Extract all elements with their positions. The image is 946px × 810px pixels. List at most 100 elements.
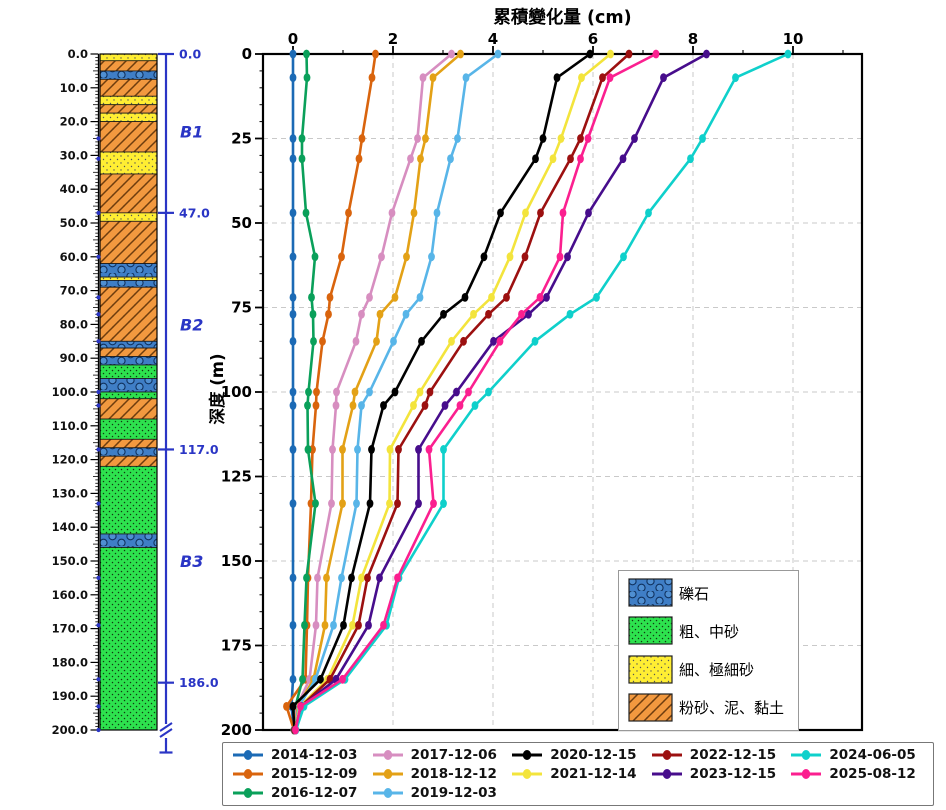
legend-marker-2025-08-12 [791, 768, 822, 779]
date-legend-item-2023-12-15: 2023-12-15 [650, 765, 786, 784]
borehole-depth-tick-label: 200.0 [52, 723, 88, 737]
anchor-line: 0.0 47.0 117.0 186.0 B1 B2 B3 [158, 47, 219, 754]
x-tick-label: 6 [588, 30, 598, 48]
borehole-depth-tick-label: 20.0 [60, 115, 88, 129]
date-legend-label: 2016-12-07 [271, 784, 358, 801]
sensor-depth-dot [96, 339, 101, 344]
borehole-depth-tick-label: 190.0 [52, 689, 88, 703]
borehole-depth-ruler: 0.0 10.0 20.0 30.0 40.0 50.0 60.0 70.0 80.0 90.0 1… [52, 47, 100, 737]
anchor-label: 186.0 [179, 675, 219, 690]
date-legend: 2014-12-03 2015-12-09 2016-12-07 2017-12-06… [222, 742, 934, 806]
layer-fine [99, 112, 158, 123]
sensor-depth-dot [96, 156, 101, 161]
anchor-label: 47.0 [179, 205, 210, 220]
sensor-depth-dot [96, 210, 101, 215]
lithology-legend-item-silt: 粉砂、泥、黏土 [628, 693, 789, 723]
layer-gravel [99, 280, 158, 288]
sensor-depth-dot [96, 704, 101, 709]
layer-coarse [99, 418, 158, 440]
date-legend-label: 2022-12-15 [689, 747, 777, 764]
borehole-depth-tick-label: 90.0 [60, 351, 88, 365]
layer-gravel [99, 356, 158, 366]
legend-marker-2017-12-06 [372, 750, 403, 761]
borehole-depth-tick-label: 130.0 [52, 486, 88, 500]
legend-marker-2020-12-15 [512, 750, 543, 761]
section-label-B1: B1 [180, 123, 203, 142]
layer-silt [99, 78, 158, 97]
date-legend-label: 2025-08-12 [829, 765, 916, 782]
layer-coarse [99, 364, 158, 379]
sensor-depth-dot [96, 447, 101, 452]
borehole-depth-tick-label: 170.0 [52, 622, 88, 636]
layer-silt [99, 60, 158, 72]
borehole-depth-tick-label: 120.0 [52, 453, 88, 467]
date-legend-item-2024-06-05: 2024-06-05 [789, 746, 925, 765]
borehole-depth-tick-label: 30.0 [60, 148, 88, 162]
layer-silt [99, 398, 158, 420]
legend-marker-2018-12-12 [372, 768, 403, 779]
layer-silt [99, 438, 158, 449]
anchor-label: 117.0 [179, 442, 219, 457]
layer-coarse [99, 547, 158, 731]
lithology-label-coarse: 粗、中砂 [679, 622, 740, 641]
layer-gravel [99, 533, 158, 548]
sensor-depth-dot [96, 501, 101, 506]
sensor-depth-dot [96, 575, 101, 581]
y-tick-label: 100 [221, 383, 252, 401]
lithology-label-silt: 粉砂、泥、黏土 [679, 699, 785, 718]
series-2017-12-06 [290, 49, 455, 735]
y-tick-label: 0 [242, 45, 252, 63]
legend-marker-2024-06-05 [791, 750, 822, 761]
borehole-depth-tick-label: 40.0 [60, 182, 88, 196]
date-legend-label: 2021-12-14 [550, 765, 637, 782]
x-tick-label: 8 [688, 30, 698, 48]
borehole-layers [99, 53, 158, 731]
x-axis-top: 0 2 4 6 8 10 [288, 30, 844, 54]
date-legend-item-2017-12-06: 2017-12-06 [371, 746, 507, 765]
layer-gravel [99, 70, 158, 80]
series-2019-12-03 [291, 49, 502, 735]
x-tick-label: 10 [783, 30, 804, 48]
y-tick-label: 150 [221, 552, 252, 570]
date-legend-label: 2023-12-15 [689, 765, 777, 782]
date-legend-label: 2020-12-15 [550, 747, 637, 764]
lithology-swatch-coarse [628, 616, 673, 645]
date-legend-item-2021-12-14: 2021-12-14 [510, 765, 646, 784]
sensor-depth-dot [96, 136, 101, 141]
layer-silt [99, 347, 158, 357]
y-tick-label: 200 [221, 721, 252, 739]
layer-gravel [99, 378, 158, 393]
series-2018-12-12 [291, 49, 464, 735]
date-legend-item-2020-12-15: 2020-12-15 [510, 746, 646, 765]
lithology-swatch-gravel [628, 578, 673, 607]
borehole-depth-tick-label: 180.0 [52, 655, 88, 669]
layer-fine [99, 95, 158, 106]
legend-marker-2023-12-15 [651, 768, 682, 779]
date-legend-item-2015-12-09: 2015-12-09 [231, 765, 367, 784]
borehole-depth-tick-label: 160.0 [52, 588, 88, 602]
borehole-depth-tick-label: 60.0 [60, 250, 88, 264]
date-legend-item-2019-12-03: 2019-12-03 [371, 783, 507, 802]
layer-coarse [99, 465, 158, 535]
legend-marker-2022-12-15 [651, 750, 682, 761]
lithology-swatch-silt [628, 693, 673, 722]
date-legend-item-2025-08-12: 2025-08-12 [789, 765, 925, 784]
sensor-depth-dot [96, 727, 101, 733]
y-tick-label: 175 [221, 637, 252, 655]
date-legend-label: 2019-12-03 [410, 784, 497, 801]
date-legend-label: 2018-12-12 [410, 765, 497, 782]
series-2023-12-15 [292, 49, 710, 735]
layer-fine [99, 151, 158, 175]
series-2015-12-09 [283, 49, 379, 735]
sensor-depth-dot [96, 403, 101, 408]
date-legend-label: 2014-12-03 [271, 747, 358, 764]
date-legend-item-2018-12-12: 2018-12-12 [371, 765, 507, 784]
borehole-depth-tick-label: 0.0 [68, 47, 88, 61]
date-legend-item-2022-12-15: 2022-12-15 [650, 746, 786, 765]
borehole-depth-tick-label: 140.0 [52, 520, 88, 534]
layer-fine [99, 212, 158, 222]
depth-axis-label: 深度 (m) [208, 353, 227, 425]
